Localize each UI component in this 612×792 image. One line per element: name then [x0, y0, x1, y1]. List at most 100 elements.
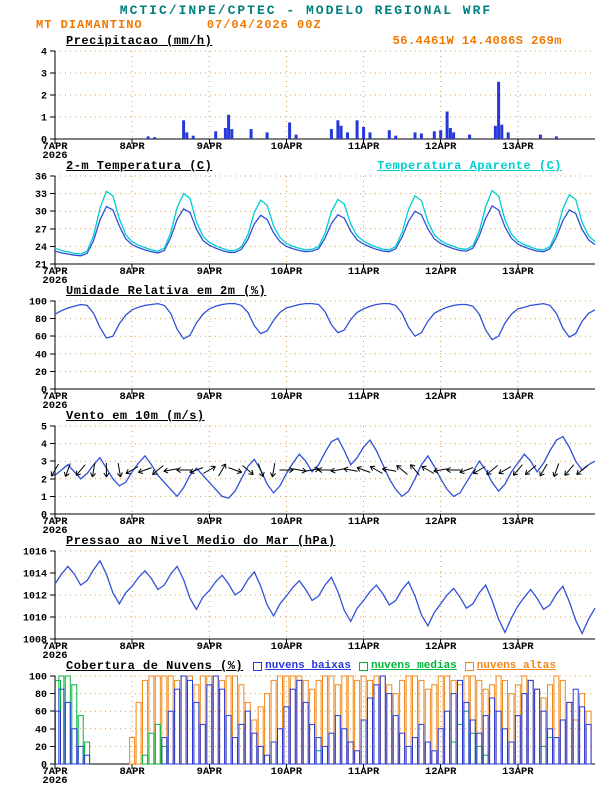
svg-text:7APR: 7APR	[42, 266, 68, 278]
svg-text:13APR: 13APR	[502, 266, 534, 278]
svg-text:1010: 1010	[23, 614, 47, 625]
svg-text:36: 36	[35, 173, 47, 184]
panel-pressure: Pressao ao Nivel Medio do Mar (hPa) 1008…	[0, 533, 612, 658]
svg-text:5: 5	[41, 423, 47, 434]
precipitation-title-row: Precipitacao (mm/h) 56.4461W 14.4086S 26…	[0, 33, 612, 48]
svg-text:12APR: 12APR	[425, 516, 457, 528]
svg-text:11APR: 11APR	[348, 266, 380, 278]
legend-item-high-clouds: nuvens altas	[464, 659, 557, 673]
svg-text:11APR: 11APR	[348, 641, 380, 653]
svg-text:0: 0	[41, 761, 47, 772]
pressure-line-pressao-nivel-medio-do-mar	[54, 559, 596, 636]
svg-text:1016: 1016	[23, 548, 47, 559]
svg-text:30: 30	[35, 208, 47, 219]
pressure-title: Pressao ao Nivel Medio do Mar (hPa)	[66, 534, 336, 548]
svg-text:10APR: 10APR	[271, 266, 303, 278]
svg-text:7APR: 7APR	[42, 766, 68, 778]
humidity-title: Umidade Relativa em 2m (%)	[66, 284, 267, 298]
svg-text:12APR: 12APR	[425, 141, 457, 153]
svg-text:20: 20	[35, 368, 47, 379]
svg-text:9APR: 9APR	[197, 141, 223, 153]
svg-text:21: 21	[35, 261, 47, 272]
svg-text:12APR: 12APR	[425, 391, 457, 403]
svg-text:60: 60	[35, 708, 47, 719]
svg-text:2026: 2026	[42, 650, 67, 658]
svg-text:4: 4	[41, 440, 47, 451]
svg-text:40: 40	[35, 725, 47, 736]
svg-text:24: 24	[35, 243, 47, 254]
legend-label-mid-clouds: nuvens medias	[370, 660, 457, 672]
wind-title-row: Vento em 10m (m/s)	[0, 408, 612, 423]
svg-text:9APR: 9APR	[197, 641, 223, 653]
svg-text:8APR: 8APR	[120, 641, 146, 653]
svg-text:13APR: 13APR	[502, 516, 534, 528]
svg-text:10APR: 10APR	[271, 516, 303, 528]
svg-text:7APR: 7APR	[42, 516, 68, 528]
svg-text:11APR: 11APR	[348, 391, 380, 403]
clouds-title-row: Cobertura de Nuvens (%) nuvens baixas nu…	[0, 658, 612, 673]
precipitation-gridlines	[55, 50, 595, 139]
svg-text:10APR: 10APR	[271, 391, 303, 403]
svg-text:11APR: 11APR	[348, 516, 380, 528]
legend-item-low-clouds: nuvens baixas	[253, 659, 351, 673]
legend-label-low-clouds: nuvens baixas	[265, 660, 351, 672]
header-subrow: MT DIAMANTINO 07/04/2026 00Z	[0, 18, 612, 33]
station-coordinates: 56.4461W 14.4086S 269m	[392, 34, 562, 48]
legend-swatch-low-clouds-icon	[253, 661, 263, 671]
svg-text:8APR: 8APR	[120, 766, 146, 778]
panel-temperature: 2-m Temperatura (C) Temperatura Aparente…	[0, 158, 612, 283]
temperature-title-row: 2-m Temperatura (C) Temperatura Aparente…	[0, 158, 612, 173]
svg-text:2026: 2026	[42, 275, 67, 283]
wind-direction-arrows	[50, 463, 588, 478]
model-run-datetime: 07/04/2026 00Z	[206, 18, 322, 32]
svg-text:2026: 2026	[42, 525, 67, 533]
humidity-axes	[50, 300, 595, 394]
svg-text:9APR: 9APR	[197, 516, 223, 528]
svg-text:3: 3	[41, 458, 47, 469]
svg-text:10APR: 10APR	[271, 766, 303, 778]
svg-text:80: 80	[35, 690, 47, 701]
pressure-gridlines	[55, 550, 595, 639]
legend-swatch-high-clouds-icon	[464, 661, 474, 671]
temperature-line-temperatura-aparente	[54, 189, 596, 255]
pressure-axes	[50, 550, 595, 644]
station-name: MT DIAMANTINO	[36, 18, 143, 32]
svg-text:100: 100	[29, 673, 47, 684]
pressure-title-row: Pressao ao Nivel Medio do Mar (hPa)	[0, 533, 612, 548]
svg-text:11APR: 11APR	[348, 141, 380, 153]
svg-text:9APR: 9APR	[197, 391, 223, 403]
svg-text:8APR: 8APR	[120, 141, 146, 153]
cloud-bars-baixas	[55, 675, 592, 765]
precipitation-axes	[50, 50, 595, 144]
svg-text:2: 2	[41, 92, 47, 103]
svg-text:2026: 2026	[42, 150, 67, 158]
svg-text:3: 3	[41, 70, 47, 81]
main-title: MCTIC/INPE/CPTEC - MODELO REGIONAL WRF	[119, 3, 493, 18]
svg-text:1012: 1012	[23, 592, 47, 603]
svg-text:27: 27	[35, 225, 47, 236]
wind-title: Vento em 10m (m/s)	[66, 409, 205, 423]
svg-text:1: 1	[41, 493, 47, 504]
humidity-line-umidade-relativa-2m	[54, 302, 596, 341]
svg-text:12APR: 12APR	[425, 641, 457, 653]
svg-text:11APR: 11APR	[348, 766, 380, 778]
temperature-gridlines	[55, 175, 595, 264]
svg-text:12APR: 12APR	[425, 766, 457, 778]
svg-text:12APR: 12APR	[425, 266, 457, 278]
svg-text:60: 60	[35, 333, 47, 344]
precipitation-bars	[146, 81, 558, 139]
svg-text:10APR: 10APR	[271, 141, 303, 153]
legend-label-high-clouds: nuvens altas	[476, 660, 557, 672]
temperature-line-2-m-temperatura	[54, 204, 596, 257]
svg-text:1008: 1008	[23, 636, 47, 647]
svg-text:2: 2	[41, 475, 47, 486]
svg-text:0: 0	[41, 136, 47, 147]
svg-text:8APR: 8APR	[120, 391, 146, 403]
